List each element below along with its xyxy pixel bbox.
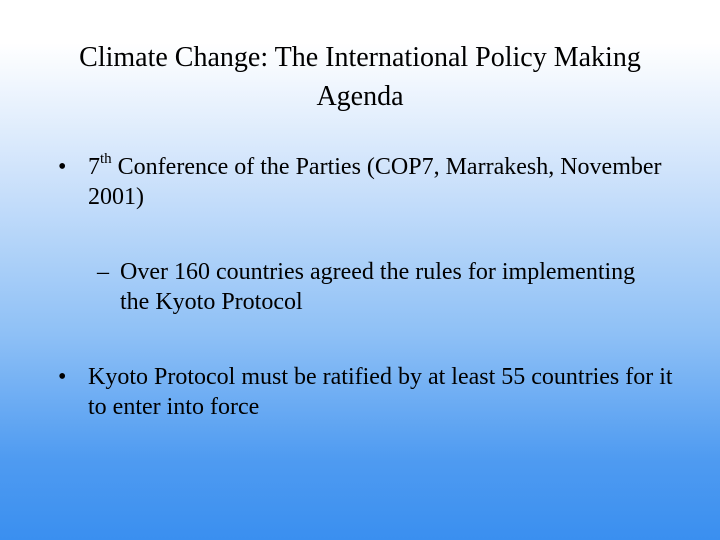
ordinal-suffix: th bbox=[100, 151, 112, 167]
sub-bullet-item-countries: – Over 160 countries agreed the rules fo… bbox=[97, 257, 657, 317]
bullet-marker: • bbox=[58, 154, 67, 180]
ordinal-number: 7 bbox=[88, 154, 100, 180]
slide-title: Climate Change: The International Policy… bbox=[79, 42, 641, 112]
bullet-marker: • bbox=[58, 364, 67, 390]
bullet-item-cop7: • 7th Conference of the Parties (COP7, M… bbox=[58, 152, 678, 212]
bullet-item-kyoto: • Kyoto Protocol must be ratified by at … bbox=[58, 362, 678, 422]
bullet-text: 7th Conference of the Parties (COP7, Mar… bbox=[58, 152, 678, 212]
bullet-text-rest: Conference of the Parties (COP7, Marrake… bbox=[88, 154, 662, 210]
sub-bullet-text: Over 160 countries agreed the rules for … bbox=[120, 259, 636, 315]
bullet-text: Kyoto Protocol must be ratified by at le… bbox=[88, 364, 673, 420]
sub-bullet-marker: – bbox=[97, 259, 109, 285]
